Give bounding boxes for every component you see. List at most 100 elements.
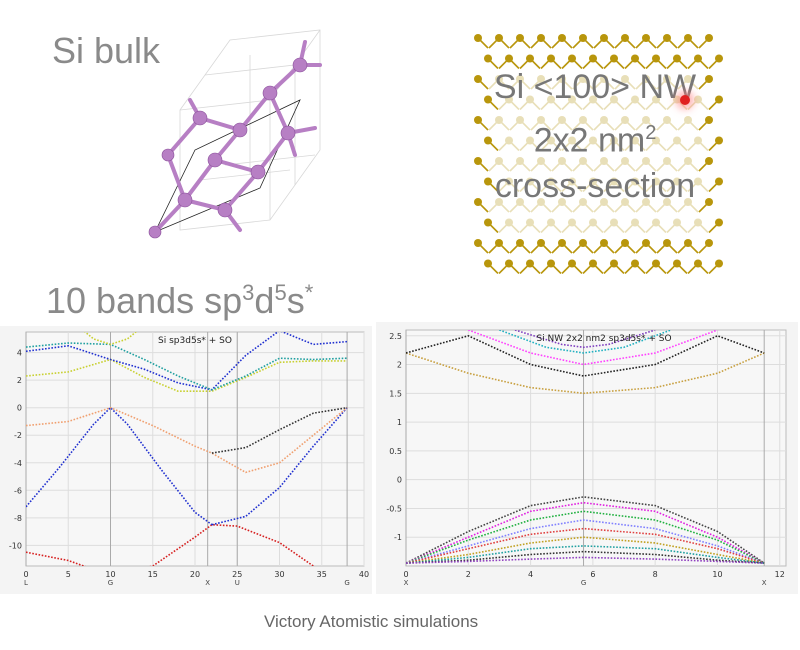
chart-title: Si sp3d5s* + SO — [158, 336, 232, 346]
band-series-1 — [26, 406, 213, 526]
nanowire-atom — [715, 95, 723, 104]
band-series-9 — [406, 527, 765, 564]
nanowire-atom — [684, 34, 692, 42]
nanowire-atom — [474, 116, 482, 124]
nanowire-atom — [558, 198, 566, 206]
nanowire-atom — [694, 54, 702, 63]
nanowire-atom — [631, 54, 639, 63]
nanowire-atom — [600, 239, 608, 247]
nanowire-atom — [694, 136, 702, 145]
y-tick-label: 0.5 — [389, 447, 402, 456]
nanowire-atom — [684, 157, 692, 165]
nanowire-atom — [495, 157, 503, 165]
nanowire-atom — [589, 95, 597, 104]
nanowire-atom — [537, 116, 545, 124]
nanowire-atom — [610, 54, 618, 63]
nanowire-atom — [673, 218, 681, 227]
nanowire-atom — [537, 157, 545, 165]
x-tick-label: 10 — [105, 570, 115, 579]
nanowire-atom — [474, 34, 482, 42]
caption-text: Victory Atomistic simulations — [264, 612, 479, 631]
nanowire-atom — [568, 177, 576, 186]
nanowire-atom — [547, 136, 555, 145]
nanowire-atom — [715, 259, 723, 268]
nanowire-atom — [652, 54, 660, 63]
nanowire-atom-lattice — [474, 34, 723, 274]
nanowire-atom — [705, 34, 713, 42]
primitive-cell-lines — [154, 99, 301, 233]
nanowire-atom — [610, 95, 618, 104]
high-symmetry-label: G — [344, 579, 349, 587]
y-tick-label: -0.5 — [386, 504, 402, 513]
nanowire-atom — [652, 218, 660, 227]
x-tick-label: 4 — [528, 570, 533, 579]
nanowire-atom — [673, 54, 681, 63]
nanowire-atom — [600, 116, 608, 124]
y-tick-label: -2 — [14, 431, 22, 440]
nanowire-atom — [526, 136, 534, 145]
band-series-group — [406, 330, 765, 564]
nanowire-atom — [705, 157, 713, 165]
band-series-2 — [468, 330, 718, 366]
band-series-10 — [406, 536, 765, 564]
nanowire-atom — [610, 177, 618, 186]
nanowire-atom — [558, 239, 566, 247]
nanowire-atom — [652, 136, 660, 145]
nanowire-atom — [621, 157, 629, 165]
nanowire-atom — [537, 75, 545, 83]
nanowire-atom — [579, 34, 587, 42]
high-symmetry-label: X — [404, 579, 409, 587]
bands-label-s: s — [286, 280, 305, 321]
nanowire-atom — [642, 34, 650, 42]
bands-sup-3: 3 — [242, 280, 255, 305]
nanowire-atom — [663, 116, 671, 124]
nanowire-atom — [694, 259, 702, 268]
y-tick-label: -4 — [14, 459, 22, 468]
nanowire-atom — [642, 75, 650, 83]
nanowire-atom — [684, 239, 692, 247]
nanowire-atom — [694, 218, 702, 227]
nanowire-atom — [642, 239, 650, 247]
nanowire-atom — [516, 75, 524, 83]
nanowire-atom — [505, 136, 513, 145]
y-tick-label: 0 — [397, 476, 402, 485]
x-tick-label: 0 — [23, 570, 28, 579]
band-series-4 — [514, 330, 656, 349]
nanowire-atom — [547, 259, 555, 268]
band-series-group — [26, 332, 348, 566]
nanowire-atom — [589, 218, 597, 227]
nanowire-atom — [526, 177, 534, 186]
nanowire-atom — [516, 116, 524, 124]
nanowire-atom — [631, 177, 639, 186]
nanowire-atom — [568, 218, 576, 227]
y-tick-label: 1 — [397, 418, 402, 427]
nanowire-atom — [526, 95, 534, 104]
nanowire-atom — [495, 34, 503, 42]
y-tick-label: 1.5 — [389, 389, 402, 398]
nanowire-band-structure-chart: 0 2 4 6 8 10 12 2.5 2 1.5 1 0.5 0 -0.5 -1 X G X Si NW 2x2 … — [376, 322, 798, 594]
x-tick-label: 6 — [590, 570, 595, 579]
nanowire-label-line3: cross-section — [494, 167, 696, 206]
nanowire-atom — [568, 54, 576, 63]
nanowire-atom — [684, 116, 692, 124]
nanowire-atom — [516, 157, 524, 165]
nanowire-atom — [642, 198, 650, 206]
nanowire-size-text: 2x2 nm — [533, 121, 646, 160]
nanowire-atom — [484, 95, 492, 104]
x-tick-label: 25 — [232, 570, 242, 579]
x-tick-label: 15 — [148, 570, 158, 579]
band-series-0 — [406, 352, 765, 395]
nanowire-atom — [600, 34, 608, 42]
nanowire-atom — [663, 157, 671, 165]
nanowire-atom — [673, 95, 681, 104]
nanowire-atom — [631, 218, 639, 227]
band-series-1 — [406, 335, 765, 377]
nanowire-atom — [516, 198, 524, 206]
nanowire-atom — [600, 157, 608, 165]
nanowire-atom — [621, 239, 629, 247]
high-symmetry-label: G — [108, 579, 113, 587]
nanowire-atom — [526, 54, 534, 63]
si-bulk-crystal-illustration — [148, 29, 322, 239]
nanowire-atom — [484, 259, 492, 268]
